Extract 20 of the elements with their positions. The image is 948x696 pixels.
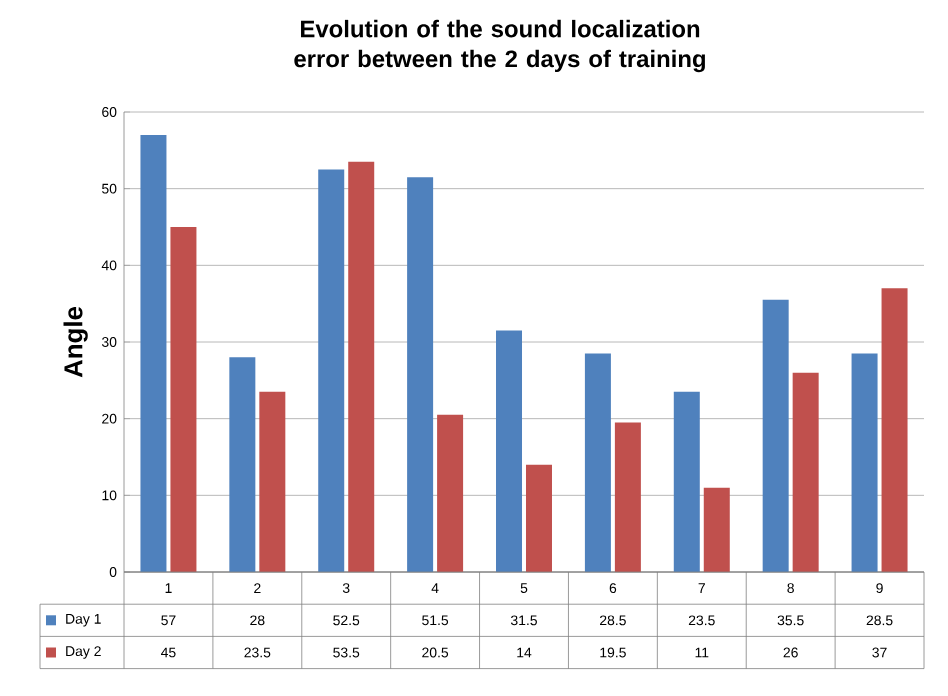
bar xyxy=(496,330,523,572)
bar xyxy=(525,464,552,572)
y-axis-title: Angle xyxy=(63,306,88,378)
bar xyxy=(229,357,256,572)
bar xyxy=(584,353,611,572)
bar xyxy=(437,414,464,572)
bar xyxy=(792,372,819,572)
bar xyxy=(851,353,878,572)
bar xyxy=(140,135,167,572)
bar xyxy=(614,422,641,572)
bar xyxy=(881,288,908,572)
bar xyxy=(762,299,789,572)
bar xyxy=(348,161,375,572)
bar xyxy=(407,177,434,572)
bar xyxy=(170,227,197,572)
bar xyxy=(318,169,345,572)
chart-title: Evolution of the sound localization error between the 2 days of training xyxy=(294,19,705,73)
bar xyxy=(259,391,286,572)
bar xyxy=(673,391,700,572)
bar xyxy=(703,487,730,572)
